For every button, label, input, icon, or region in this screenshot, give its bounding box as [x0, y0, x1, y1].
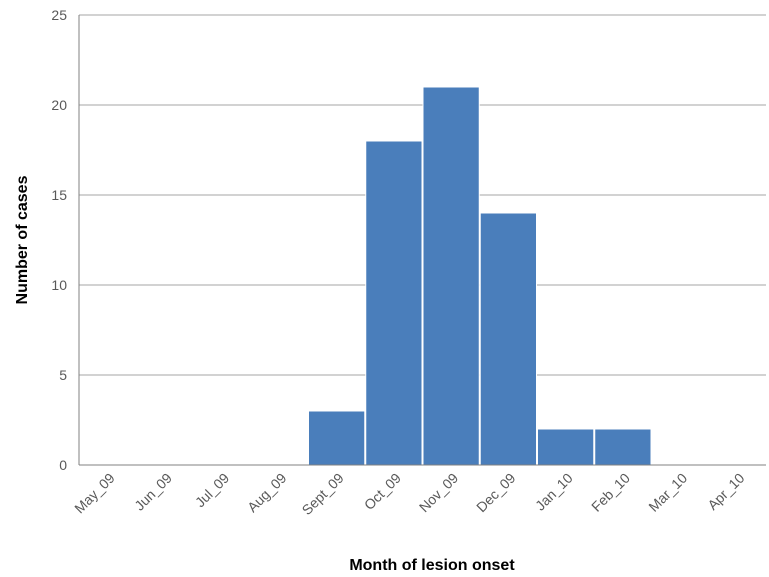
bar: [479, 212, 537, 466]
bars: [308, 86, 652, 466]
x-tick-label: Jul_09: [192, 470, 233, 511]
x-tick-label: Sept_09: [299, 470, 347, 518]
x-tick-label: Feb_10: [588, 470, 633, 515]
bar: [594, 428, 652, 466]
y-tick-label: 20: [51, 97, 67, 113]
x-tick-label: Mar_10: [645, 470, 690, 515]
bar: [422, 86, 480, 466]
x-tick-label: Jun_09: [131, 470, 175, 514]
y-axis-title: Number of cases: [14, 175, 31, 304]
x-tick-label: Dec_09: [473, 470, 519, 516]
bar: [537, 428, 595, 466]
x-tick-label: Aug_09: [244, 470, 290, 516]
x-tick-label: Oct_09: [361, 470, 404, 513]
x-tick-label: Apr_10: [704, 470, 747, 513]
axes: [78, 15, 766, 466]
y-tick-label: 10: [51, 277, 67, 293]
x-tick-label: May_09: [71, 470, 118, 517]
y-tick-label: 0: [59, 457, 67, 473]
bar: [365, 140, 423, 466]
x-tick-labels: May_09 Jun_09 Jul_09 Aug_09 Sept_09 Oct_09 Nov…: [71, 470, 747, 518]
bar: [308, 410, 366, 466]
x-axis-title: Month of lesion onset: [349, 557, 515, 574]
y-tick-label: 5: [59, 367, 67, 383]
x-tick-label: Jan_10: [532, 470, 576, 514]
x-tick-label: Nov_09: [416, 470, 462, 516]
y-tick-label: 15: [51, 187, 67, 203]
y-tick-label: 25: [51, 7, 67, 23]
y-tick-labels: 0 5 10 15 20 25: [51, 7, 67, 473]
